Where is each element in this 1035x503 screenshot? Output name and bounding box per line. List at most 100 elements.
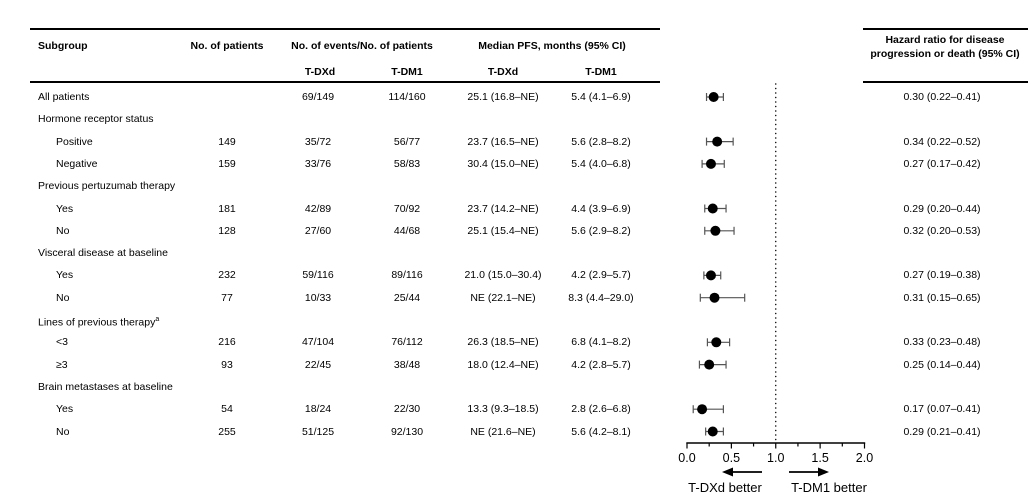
subgroup-label: No	[56, 224, 70, 237]
cell-pfs-tdm1: 5.4 (4.0–6.8)	[571, 157, 631, 170]
cell-events-tdxd: 51/125	[301, 425, 335, 438]
point-estimate	[707, 426, 718, 437]
subgroup-label: No	[56, 425, 70, 438]
cell-events-tdm1: 70/92	[393, 202, 421, 215]
cell-pfs-tdm1: 4.4 (3.9–6.9)	[571, 202, 631, 215]
cell-pfs-tdm1: 5.6 (2.8–8.2)	[571, 135, 631, 148]
hazard-header-rule	[863, 81, 1028, 83]
x-axis-tick-label: 0.5	[723, 451, 740, 465]
cell-pfs-tdxd: 21.0 (15.0–30.4)	[464, 269, 542, 282]
cell-events-tdxd: 27/60	[304, 224, 332, 237]
cell-hazard-ratio: 0.17 (0.07–0.41)	[903, 403, 981, 416]
column-header-events: No. of events/No. of patients	[291, 40, 433, 52]
point-estimate	[707, 203, 718, 214]
cell-n-patients: 54	[221, 403, 233, 416]
column-header-hazard-ratio: Hazard ratio for disease progression or …	[870, 34, 1020, 60]
cell-events-tdxd: 47/104	[301, 336, 335, 349]
point-estimate	[712, 136, 723, 147]
subgroup-label: Yes	[56, 269, 74, 282]
cell-pfs-tdxd: 26.3 (18.5–NE)	[467, 336, 539, 349]
cell-events-tdxd: 18/24	[304, 403, 332, 416]
subgroup-label: Yes	[56, 202, 74, 215]
cell-hazard-ratio: 0.29 (0.21–0.41)	[903, 425, 981, 438]
point-estimate	[705, 270, 716, 281]
cell-hazard-ratio: 0.25 (0.14–0.44)	[903, 358, 981, 371]
cell-hazard-ratio: 0.33 (0.23–0.48)	[903, 336, 981, 349]
subgroup-label: Hormone receptor status	[38, 113, 154, 126]
subgroup-label: Yes	[56, 403, 74, 416]
cell-pfs-tdxd: 18.0 (12.4–NE)	[467, 358, 539, 371]
cell-hazard-ratio: 0.32 (0.20–0.53)	[903, 224, 981, 237]
cell-events-tdxd: 33/76	[304, 157, 332, 170]
cell-pfs-tdm1: 4.2 (2.9–5.7)	[571, 269, 631, 282]
x-axis-tick-label: 1.5	[811, 451, 828, 465]
cell-events-tdm1: 76/112	[391, 336, 423, 349]
subgroup-label: No	[56, 291, 70, 304]
cell-events-tdxd: 69/149	[301, 91, 335, 103]
cell-pfs-tdxd: 23.7 (14.2–NE)	[467, 202, 539, 215]
direction-label-tdxd-better: T-DXd better	[688, 480, 762, 495]
cell-hazard-ratio: 0.31 (0.15–0.65)	[903, 291, 981, 304]
subgroup-label: Brain metastases at baseline	[38, 380, 173, 393]
cell-pfs-tdm1: 6.8 (4.1–8.2)	[571, 336, 631, 349]
cell-n-patients: 128	[218, 224, 236, 237]
cell-pfs-tdxd: 23.7 (16.5–NE)	[467, 135, 539, 148]
subgroup-label: ≥3	[56, 358, 68, 371]
direction-label-tdm1-better: T-DM1 better	[791, 480, 868, 495]
point-estimate	[697, 404, 708, 415]
subheader-events-tdxd: T-DXd	[304, 66, 336, 78]
point-estimate	[708, 92, 719, 102]
subgroup-label: <3	[56, 336, 68, 349]
cell-events-tdxd: 59/116	[302, 269, 334, 282]
cell-n-patients: 181	[218, 202, 236, 215]
column-header-n-patients: No. of patients	[190, 40, 264, 52]
cell-events-tdm1: 25/44	[393, 291, 421, 304]
cell-n-patients: 149	[218, 135, 236, 148]
cell-events-tdm1: 56/77	[393, 135, 421, 148]
x-axis-tick-label: 1.0	[767, 451, 784, 465]
cell-pfs-tdxd: NE (21.6–NE)	[470, 425, 536, 438]
cell-events-tdm1: 44/68	[393, 224, 421, 237]
subheader-events-tdm1: T-DM1	[391, 66, 423, 78]
cell-events-tdm1: 92/130	[390, 425, 424, 438]
cell-hazard-ratio: 0.29 (0.20–0.44)	[903, 202, 981, 215]
cell-pfs-tdm1: 5.4 (4.1–6.9)	[571, 91, 631, 103]
cell-events-tdm1: 22/30	[393, 403, 421, 416]
point-estimate	[709, 292, 720, 303]
cell-events-tdxd: 42/89	[304, 202, 332, 215]
cell-pfs-tdxd: 30.4 (15.0–NE)	[467, 157, 539, 170]
cell-pfs-tdxd: NE (22.1–NE)	[470, 291, 536, 304]
cell-n-patients: 93	[221, 358, 233, 371]
point-estimate	[711, 337, 722, 348]
cell-pfs-tdm1: 5.6 (4.2–8.1)	[571, 425, 631, 438]
cell-n-patients: 255	[218, 425, 236, 438]
subgroup-label: Positive	[56, 135, 93, 148]
cell-pfs-tdm1: 5.6 (2.9–8.2)	[571, 224, 631, 237]
cell-hazard-ratio: 0.27 (0.17–0.42)	[903, 157, 981, 170]
point-estimate	[704, 359, 715, 370]
column-header-subgroup: Subgroup	[38, 40, 88, 52]
cell-events-tdm1: 114/160	[388, 91, 426, 103]
cell-events-tdm1: 58/83	[393, 157, 421, 170]
cell-pfs-tdxd: 25.1 (15.4–NE)	[467, 224, 539, 237]
cell-events-tdm1: 89/116	[391, 269, 423, 282]
cell-pfs-tdm1: 2.8 (2.6–6.8)	[571, 403, 631, 416]
cell-events-tdxd: 10/33	[304, 291, 332, 304]
hazard-top-rule	[863, 28, 1028, 30]
cell-hazard-ratio: 0.27 (0.19–0.38)	[903, 269, 981, 282]
column-header-median-pfs: Median PFS, months (95% CI)	[478, 40, 626, 52]
cell-events-tdxd: 22/45	[304, 358, 332, 371]
arrow-right-head	[818, 467, 829, 477]
point-estimate	[705, 158, 716, 169]
x-axis-tick-label: 2.0	[856, 451, 873, 465]
subgroup-label: Lines of previous therapya	[38, 316, 160, 329]
cell-hazard-ratio: 0.34 (0.22–0.52)	[903, 135, 981, 148]
table-top-rule	[30, 28, 660, 30]
table-header-rule	[30, 81, 660, 83]
subgroup-label: Visceral disease at baseline	[38, 247, 168, 260]
subgroup-label: Previous pertuzumab therapy	[38, 180, 176, 193]
subheader-pfs-tdm1: T-DM1	[585, 66, 617, 78]
cell-events-tdm1: 38/48	[393, 358, 421, 371]
cell-n-patients: 216	[218, 336, 236, 349]
